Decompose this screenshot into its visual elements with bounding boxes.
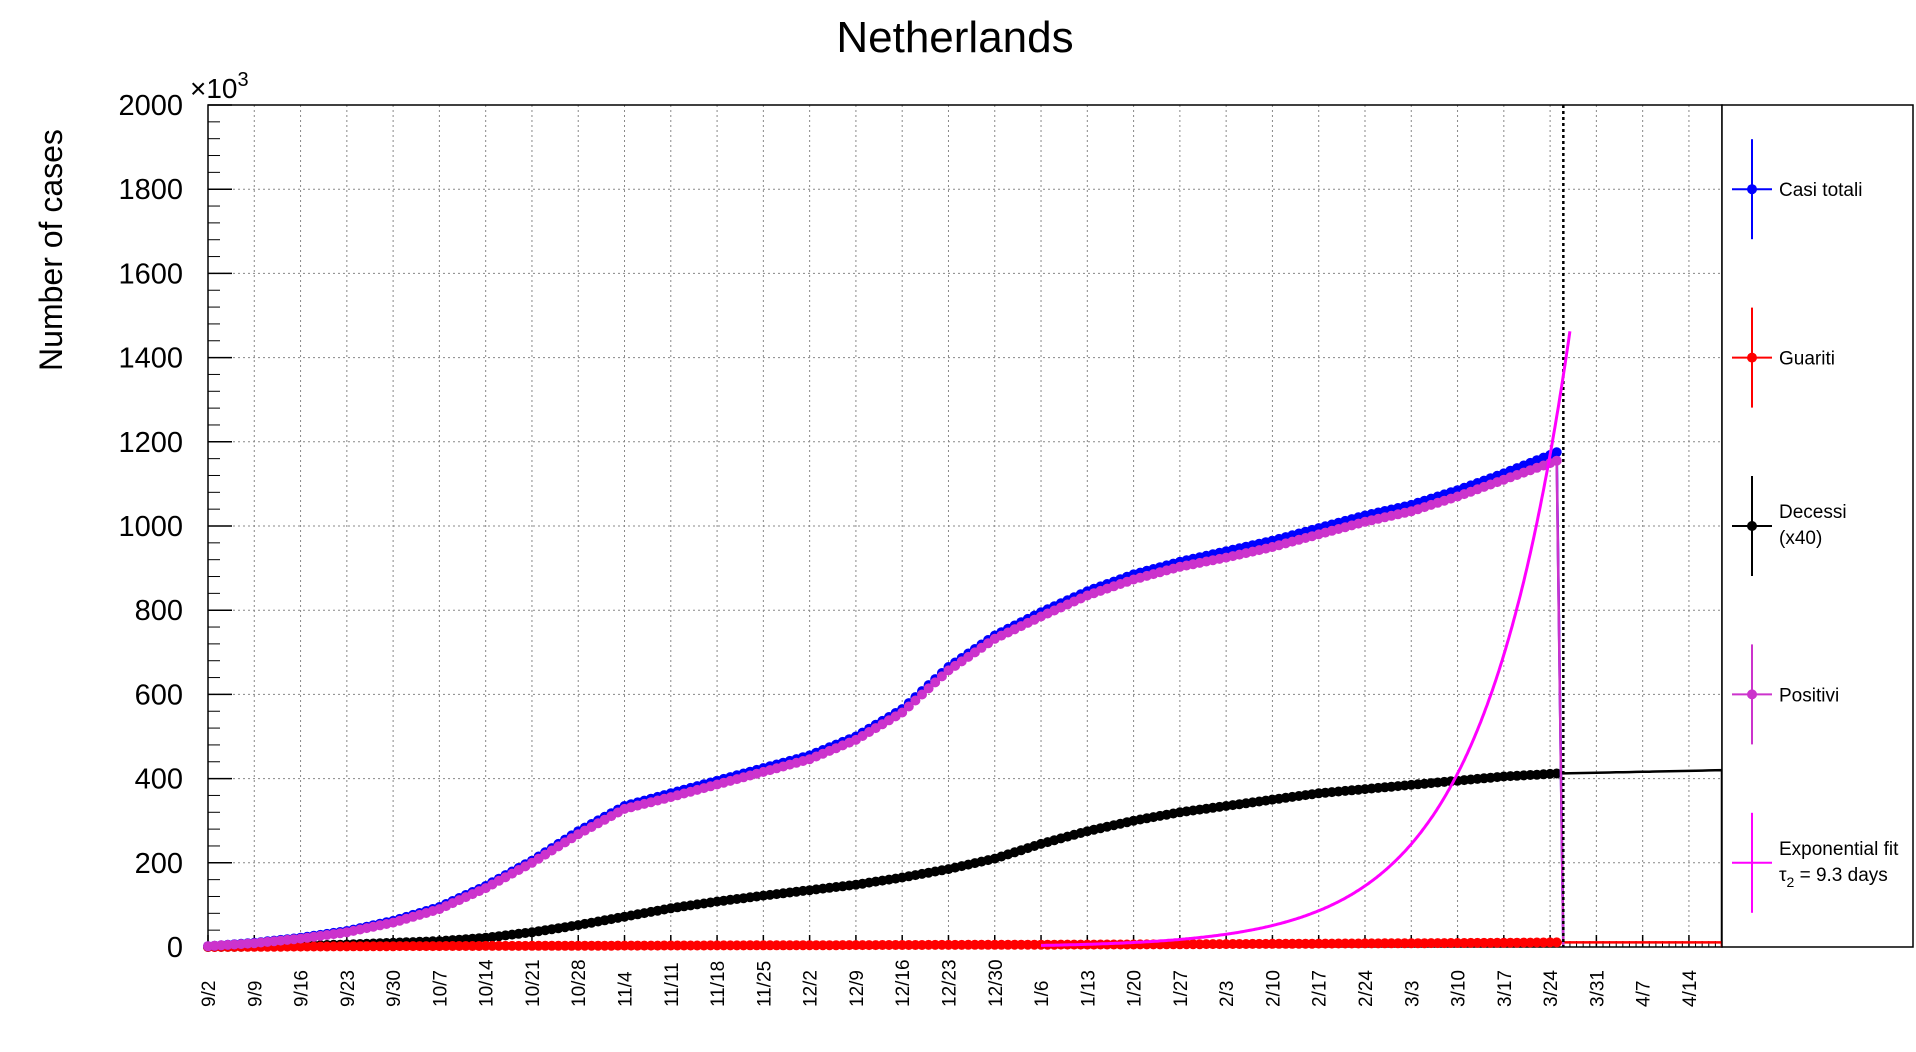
grid xyxy=(208,105,1722,947)
legend-swatch-marker xyxy=(1747,352,1757,363)
x-tick-label: 3/17 xyxy=(1495,970,1516,1007)
y-multiplier-exp: 3 xyxy=(238,69,249,91)
y-axis-label: Number of cases xyxy=(33,129,69,371)
x-tick-label: 2/3 xyxy=(1217,981,1238,1007)
data-point-positivi xyxy=(897,707,908,718)
x-tick-label: 2/17 xyxy=(1310,970,1331,1007)
data-point-casi-totali xyxy=(1551,447,1562,458)
series-guariti xyxy=(203,937,1724,952)
x-tick-label: 9/23 xyxy=(338,970,359,1007)
x-tick-label: 11/25 xyxy=(754,961,775,1007)
legend-label-line2-a: τ xyxy=(1779,865,1787,886)
legend-label: Guariti xyxy=(1779,349,1835,370)
y-tick-label: 1200 xyxy=(118,427,183,459)
series-line-positivi xyxy=(207,458,1565,948)
legend-label: Decessi xyxy=(1779,502,1847,523)
legend: Casi totali Guariti Decessi (x40) Positivi Ex… xyxy=(1721,104,1914,948)
data-point-positivi xyxy=(930,677,941,688)
x-tick-label: 11/4 xyxy=(616,971,637,1007)
data-point-positivi xyxy=(1551,455,1562,466)
data-point-positivi xyxy=(903,701,914,712)
y-tick-label: 400 xyxy=(135,764,183,796)
x-tick-label: 3/31 xyxy=(1587,970,1608,1007)
fit-curve xyxy=(1041,331,1572,947)
series-positivi xyxy=(203,455,1565,952)
x-tick-label: 3/24 xyxy=(1541,970,1562,1007)
series-layer xyxy=(203,105,1724,952)
x-tick-label: 10/7 xyxy=(430,970,451,1007)
x-tick-label: 10/28 xyxy=(569,959,590,1007)
y-tick-label: 200 xyxy=(135,848,183,880)
data-point-decessi xyxy=(1551,768,1562,779)
legend-item-exponential-fit: Exponential fit τ2 = 9.3 days xyxy=(1732,812,1899,913)
legend-label: Positivi xyxy=(1779,685,1839,706)
x-tick-label: 12/23 xyxy=(939,959,960,1007)
y-tick-label: 800 xyxy=(135,595,183,627)
legend-label-line2: (x40) xyxy=(1779,528,1822,549)
legend-label-sub: 2 xyxy=(1787,874,1795,890)
legend-label-line2-a: (x40) xyxy=(1779,528,1822,549)
chart-title: Netherlands xyxy=(836,13,1073,62)
x-tick-label: 1/27 xyxy=(1171,970,1192,1007)
x-tick-label: 4/14 xyxy=(1680,970,1701,1007)
x-tick-label: 12/9 xyxy=(847,970,868,1007)
x-tick-label: 1/6 xyxy=(1032,981,1053,1007)
y-multiplier: ×103 xyxy=(190,69,249,104)
x-tick-label: 3/3 xyxy=(1402,981,1423,1007)
legend-label-tail: = 9.3 days xyxy=(1794,865,1887,886)
x-tick-label: 9/2 xyxy=(199,981,220,1007)
x-tick-label: 2/10 xyxy=(1263,970,1284,1007)
data-point-positivi xyxy=(936,671,947,682)
legend-swatch-marker xyxy=(1747,521,1757,531)
y-tick-label: 1800 xyxy=(118,174,183,206)
x-tick-label: 10/21 xyxy=(523,959,544,1007)
data-point-positivi xyxy=(910,695,921,706)
x-tick-label: 12/16 xyxy=(893,959,914,1007)
data-point-positivi xyxy=(917,689,927,700)
legend-item-decessi: Decessi (x40) xyxy=(1732,476,1847,576)
x-tick-label: 12/2 xyxy=(801,970,822,1007)
series-exponential-fit xyxy=(1041,331,1572,947)
data-point-guariti xyxy=(1551,937,1562,948)
y-tick-label: 1400 xyxy=(118,343,183,375)
x-tick-label: 2/24 xyxy=(1356,970,1377,1007)
legend-swatch-marker xyxy=(1747,184,1757,195)
x-tick-label: 1/20 xyxy=(1125,970,1146,1007)
y-tick-label: 600 xyxy=(135,679,183,711)
x-tick-label: 12/30 xyxy=(986,959,1007,1007)
legend-label-line2: τ2 = 9.3 days xyxy=(1779,865,1888,890)
y-tick-label: 2000 xyxy=(118,90,183,122)
y-tick-label: 0 xyxy=(167,932,183,964)
x-tick-label: 11/18 xyxy=(708,961,729,1007)
y-tick-label: 1600 xyxy=(118,258,183,290)
legend-swatch-marker xyxy=(1747,689,1757,700)
y-multiplier-base: ×10 xyxy=(190,73,238,104)
x-tick-label: 10/14 xyxy=(477,959,498,1007)
series-line-decessi xyxy=(207,768,1724,949)
series-decessi xyxy=(203,768,1724,952)
x-tick-label: 9/9 xyxy=(245,981,266,1007)
legend-item-casi-totali: Casi totali xyxy=(1732,139,1862,240)
x-tick-label: 1/13 xyxy=(1078,970,1099,1007)
x-tick-label: 3/10 xyxy=(1449,970,1470,1007)
legend-item-guariti: Guariti xyxy=(1732,307,1835,408)
x-tick-label: 11/11 xyxy=(662,962,683,1007)
x-tick-label: 9/30 xyxy=(384,970,405,1007)
y-tick-label: 1000 xyxy=(118,511,183,543)
legend-label: Exponential fit xyxy=(1779,839,1899,860)
x-tick-label: 9/16 xyxy=(292,970,313,1007)
x-tick-label: 4/7 xyxy=(1634,981,1655,1007)
data-point-positivi xyxy=(923,683,934,694)
legend-label: Casi totali xyxy=(1779,180,1862,201)
legend-item-positivi: Positivi xyxy=(1732,644,1839,745)
